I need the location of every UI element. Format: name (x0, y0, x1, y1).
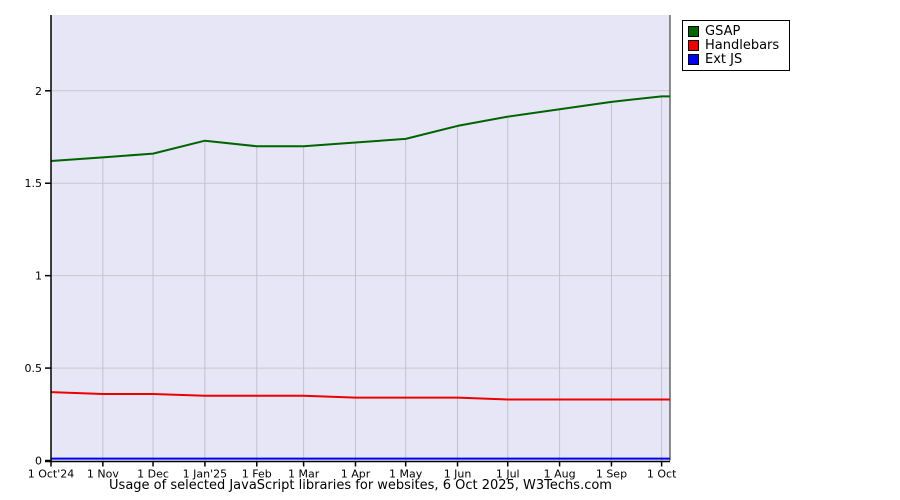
svg-text:0.5: 0.5 (25, 362, 43, 375)
svg-text:1 Sep: 1 Sep (596, 468, 627, 481)
svg-text:1 Jul: 1 Jul (496, 468, 520, 481)
handlebars-swatch-icon (688, 39, 699, 51)
svg-text:1.5: 1.5 (25, 177, 43, 190)
legend-item-handlebars: Handlebars (688, 37, 780, 53)
gsap-swatch-icon (688, 25, 699, 37)
chart-title: Usage of selected JavaScript libraries f… (109, 478, 612, 493)
legend-label-gsap: GSAP (705, 23, 741, 39)
svg-text:2: 2 (35, 85, 42, 98)
svg-text:0: 0 (35, 455, 42, 468)
svg-text:1 May: 1 May (389, 468, 423, 481)
svg-text:1 Jan'25: 1 Jan'25 (183, 468, 227, 481)
legend-label-handlebars: Handlebars (705, 37, 780, 53)
svg-text:1: 1 (35, 270, 42, 283)
svg-text:1 Jun: 1 Jun (444, 468, 472, 481)
svg-text:1 Oct: 1 Oct (647, 468, 677, 481)
legend-item-gsap: GSAP (688, 23, 779, 39)
svg-text:1 Aug: 1 Aug (544, 468, 576, 481)
legend-label-extjs: Ext JS (705, 51, 743, 67)
legend-item-extjs: Ext JS (688, 51, 779, 67)
svg-text:1 Mar: 1 Mar (288, 468, 320, 481)
svg-text:1 Feb: 1 Feb (242, 468, 272, 481)
svg-text:1 Nov: 1 Nov (87, 468, 119, 481)
legend: GSAP Handlebars Ext JS (682, 20, 791, 71)
svg-text:1 Dec: 1 Dec (137, 468, 169, 481)
svg-text:1 Apr: 1 Apr (341, 468, 371, 481)
extjs-swatch-icon (688, 53, 699, 65)
svg-text:1 Oct'24: 1 Oct'24 (28, 468, 75, 481)
